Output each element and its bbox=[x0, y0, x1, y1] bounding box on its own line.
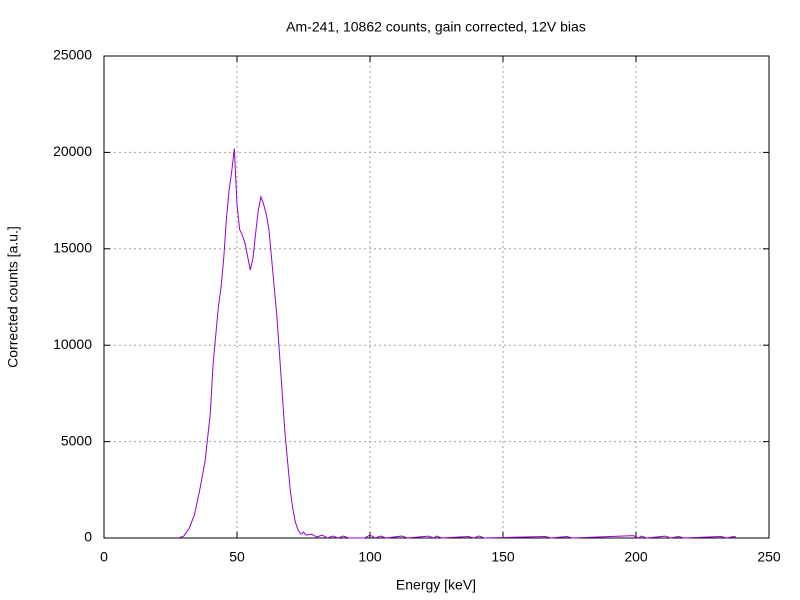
y-tick-label: 0 bbox=[84, 529, 92, 545]
y-tick-label: 20000 bbox=[53, 143, 92, 159]
x-tick-label: 250 bbox=[757, 549, 781, 565]
y-tick-label: 15000 bbox=[53, 240, 92, 256]
x-tick-label: 150 bbox=[491, 549, 515, 565]
y-tick-label: 10000 bbox=[53, 336, 92, 352]
y-tick-label: 25000 bbox=[53, 47, 92, 63]
y-axis-label: Corrected counts [a.u.] bbox=[5, 226, 21, 368]
chart-title: Am-241, 10862 counts, gain corrected, 12… bbox=[286, 19, 586, 35]
x-axis-label: Energy [keV] bbox=[396, 577, 476, 593]
x-tick-label: 200 bbox=[624, 549, 648, 565]
y-tick-label: 5000 bbox=[61, 432, 92, 448]
x-tick-label: 0 bbox=[100, 549, 108, 565]
x-tick-label: 100 bbox=[358, 549, 382, 565]
plot-frame bbox=[103, 55, 770, 539]
data-line bbox=[178, 148, 738, 539]
x-tick-label: 50 bbox=[229, 549, 245, 565]
